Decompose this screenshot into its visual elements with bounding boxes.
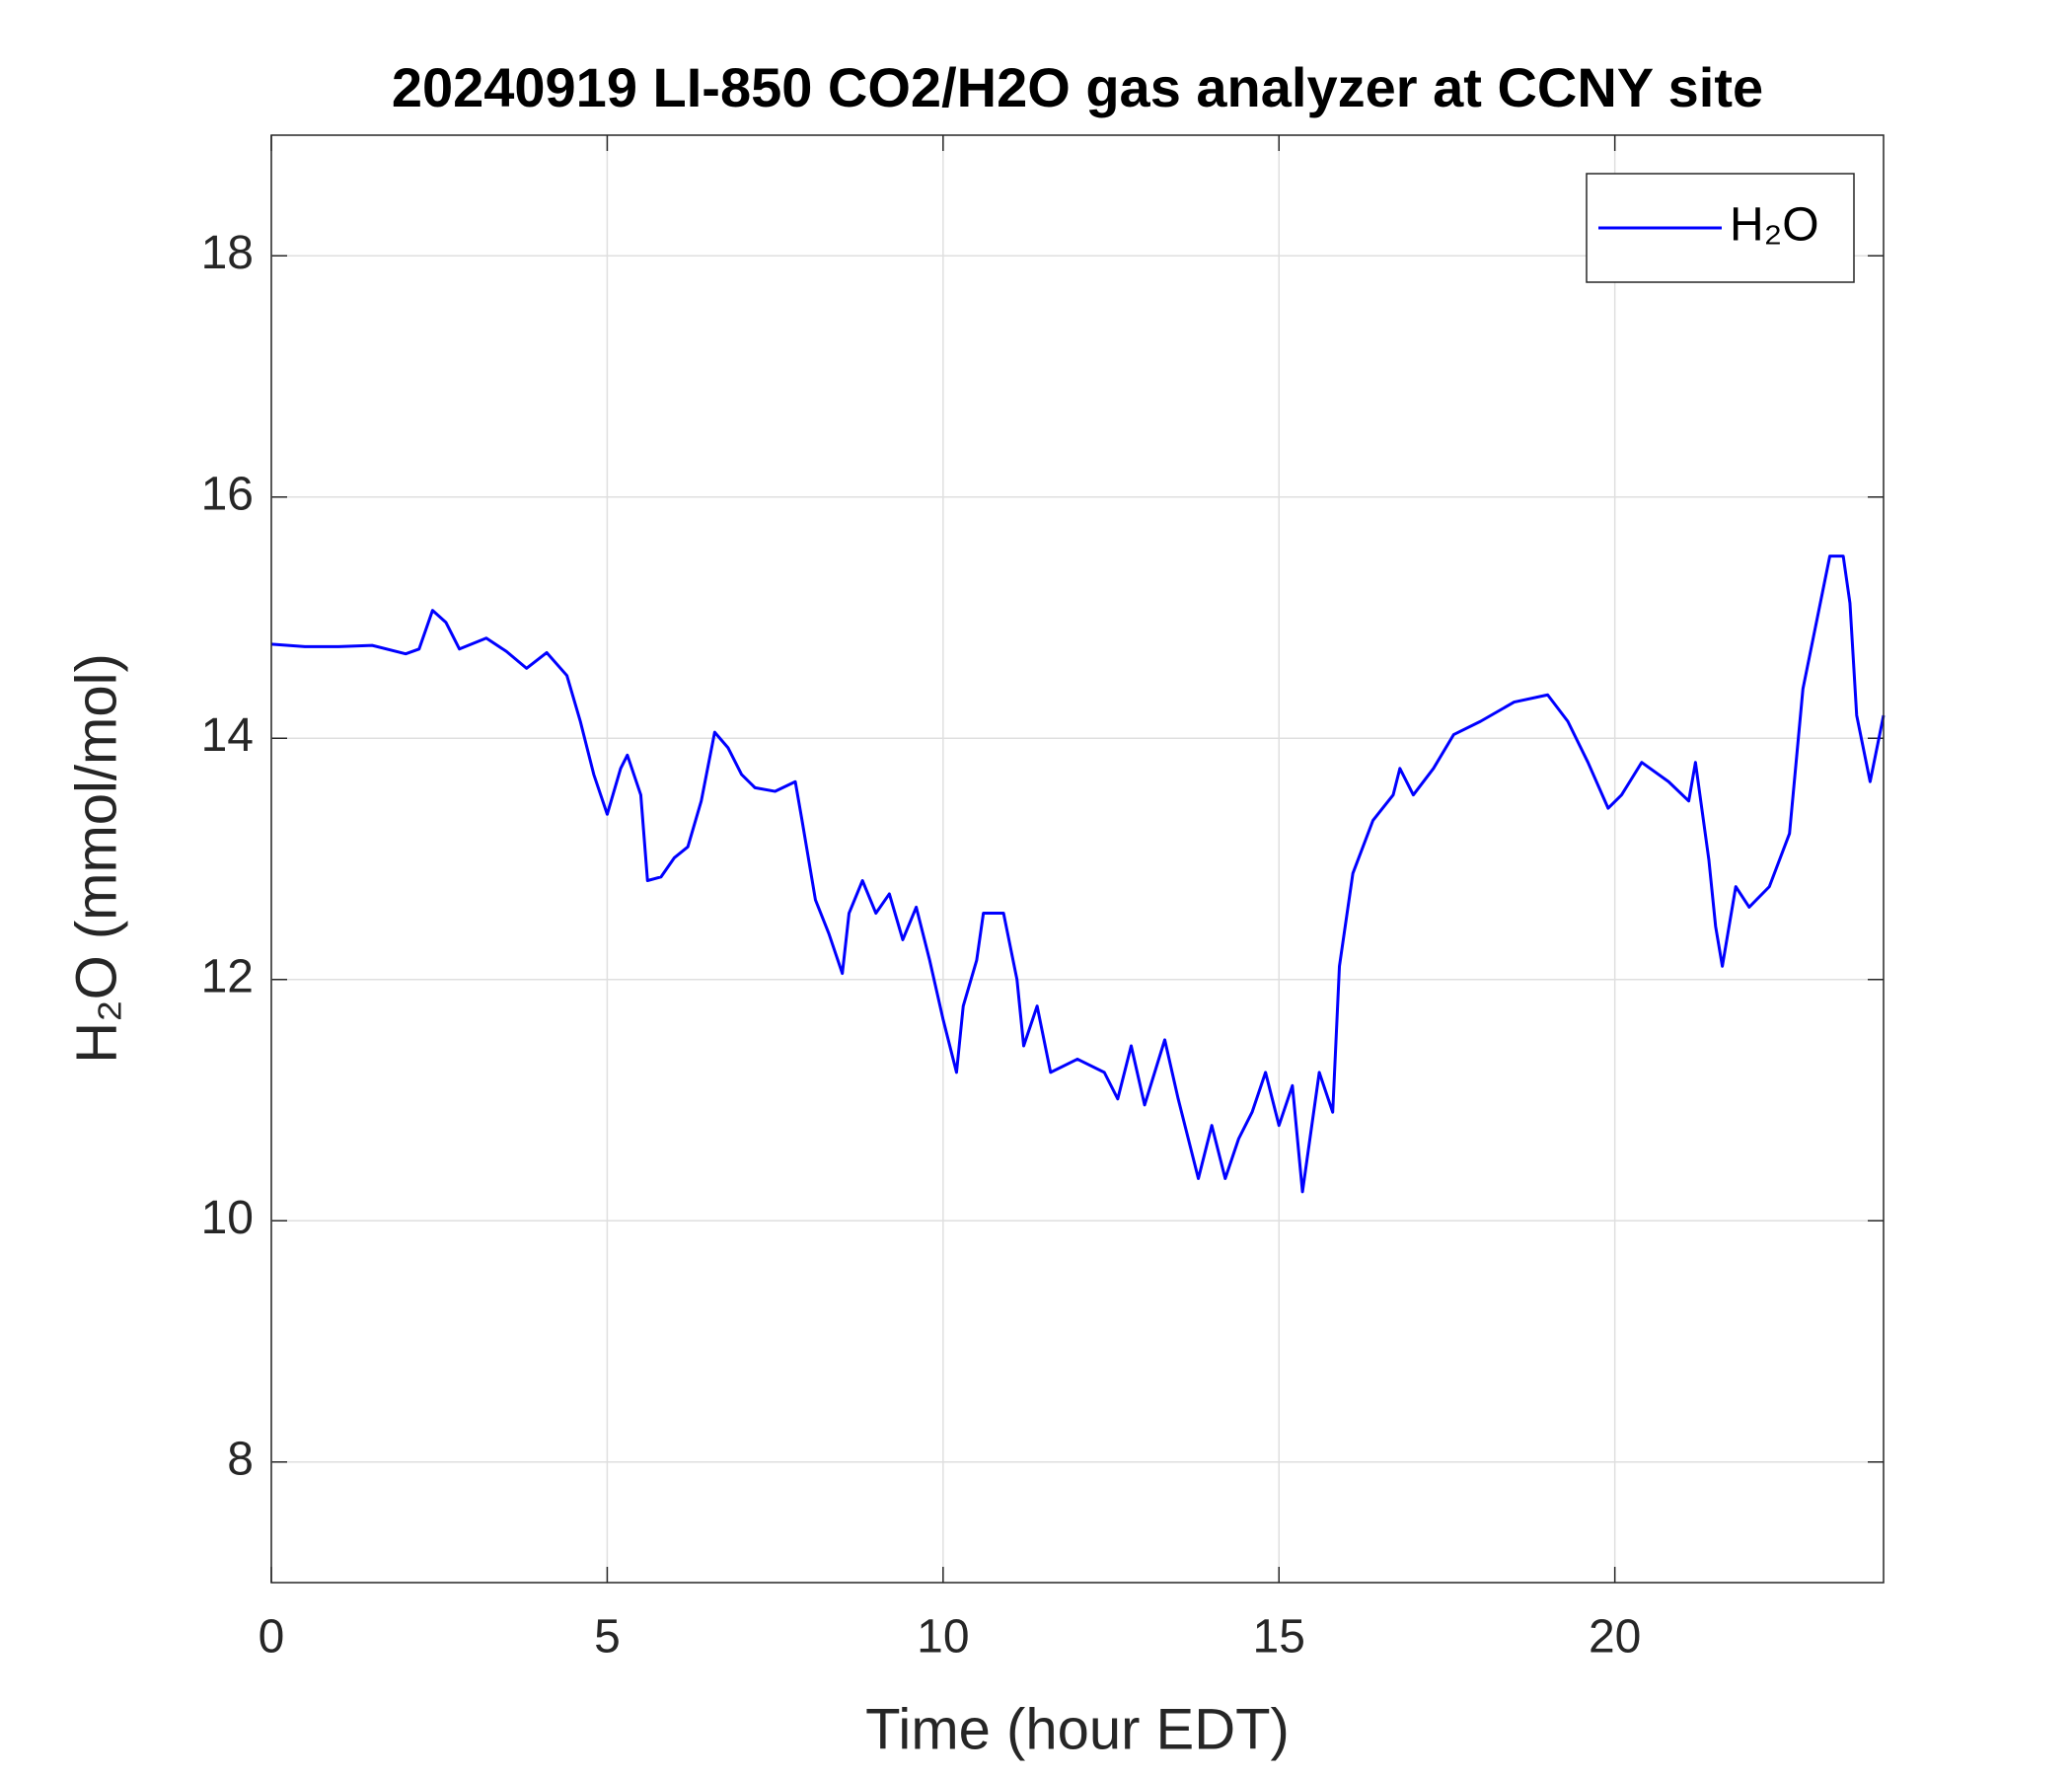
y-tick-label: 16 [201,468,254,520]
y-tick-label: 12 [201,950,254,1002]
x-tick-label: 0 [259,1611,285,1664]
legend-label: H₂O [1730,199,1819,252]
x-tick-label: 20 [1589,1611,1641,1664]
chart-title: 20240919 LI-850 CO2/H2O gas analyzer at … [392,56,1763,118]
plot-frame [270,134,1885,1584]
data-line [270,555,1886,1194]
x-tick-label: 5 [594,1611,621,1664]
x-axis-label: Time (hour EDT) [865,1697,1290,1761]
y-axis-label: H₂O (mmol/mol) [64,653,128,1064]
y-tick-label: 8 [227,1433,254,1485]
y-tick-label: 14 [201,709,254,762]
x-tick-label: 15 [1253,1611,1305,1664]
y-tick-label: 18 [201,227,254,279]
y-tick-label: 10 [201,1192,254,1244]
x-tick-label: 10 [917,1611,969,1664]
